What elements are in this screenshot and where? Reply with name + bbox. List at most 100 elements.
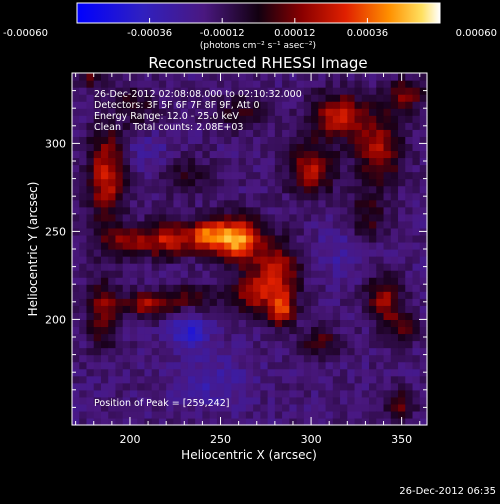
heatmap-cell <box>369 185 377 194</box>
heatmap-cell <box>108 94 117 102</box>
heatmap-cell <box>347 277 356 285</box>
heatmap-cell <box>100 234 109 243</box>
heatmap-cell <box>274 94 283 102</box>
heatmap-cell <box>253 291 261 299</box>
heatmap-cell <box>72 178 80 187</box>
heatmap-cell <box>354 213 363 222</box>
heatmap-cell <box>202 382 211 391</box>
heatmap-cell <box>412 94 421 102</box>
heatmap-cell <box>347 122 356 130</box>
heatmap-cell <box>231 220 240 229</box>
heatmap-cell <box>325 298 334 306</box>
heatmap-cell <box>296 354 305 363</box>
heatmap-cell <box>383 171 392 180</box>
heatmap-cell <box>187 220 196 229</box>
heatmap-cell <box>173 115 182 123</box>
heatmap-cell <box>419 312 428 320</box>
heatmap-cell <box>216 234 225 243</box>
heatmap-cell <box>318 192 327 201</box>
heatmap-cell <box>166 234 175 243</box>
heatmap-cell <box>137 150 146 159</box>
heatmap-cell <box>340 115 348 123</box>
heatmap-cell <box>137 298 146 306</box>
heatmap-cell <box>137 129 146 137</box>
heatmap-cell <box>347 284 356 292</box>
heatmap-cell <box>311 206 319 215</box>
heatmap-cell <box>158 234 167 243</box>
heatmap-cell <box>412 213 421 222</box>
heatmap-cell <box>195 389 203 398</box>
heatmap-cell <box>158 361 167 370</box>
heatmap-cell <box>267 340 276 349</box>
heatmap-cell <box>253 361 261 370</box>
heatmap-cell <box>282 206 290 215</box>
heatmap-cell <box>398 192 406 201</box>
heatmap-cell <box>100 122 109 130</box>
heatmap-cell <box>390 143 399 152</box>
heatmap-cell <box>347 129 356 137</box>
heatmap-cell <box>354 375 363 384</box>
heatmap-cell <box>209 192 218 201</box>
heatmap-cell <box>115 305 124 313</box>
heatmap-cell <box>274 270 283 278</box>
heatmap-cell <box>209 305 218 313</box>
heatmap-cell <box>311 178 319 187</box>
heatmap-cell <box>180 333 189 342</box>
heatmap-cell <box>151 73 160 81</box>
heatmap-cell <box>347 326 356 335</box>
heatmap-cell <box>376 101 385 109</box>
heatmap-cell <box>332 396 341 405</box>
heatmap-cell <box>224 284 232 292</box>
heatmap-cell <box>93 396 102 405</box>
heatmap-cell <box>274 347 283 356</box>
heatmap-cell <box>231 347 240 356</box>
heatmap-cell <box>267 220 276 229</box>
heatmap-cell <box>289 213 298 222</box>
heatmap-cell <box>86 115 95 123</box>
heatmap-cell <box>332 234 341 243</box>
heatmap-cell <box>144 403 153 412</box>
heatmap-cell <box>245 382 254 391</box>
heatmap-cell <box>398 368 406 377</box>
heatmap-cell <box>122 129 131 137</box>
heatmap-cell <box>122 291 131 299</box>
heatmap-cell <box>86 178 95 187</box>
heatmap-cell <box>173 220 182 229</box>
heatmap-cell <box>340 410 348 419</box>
heatmap-cell <box>122 185 131 194</box>
heatmap-cell <box>238 382 247 391</box>
heatmap-cell <box>354 206 363 215</box>
heatmap-cell <box>347 319 356 328</box>
heatmap-cell <box>340 164 348 173</box>
heatmap-cell <box>361 87 370 95</box>
heatmap-cell <box>369 333 377 342</box>
heatmap-cell <box>412 199 421 208</box>
heatmap-cell <box>72 115 80 123</box>
heatmap-cell <box>115 129 124 137</box>
heatmap-cell <box>274 73 283 81</box>
heatmap-cell <box>79 354 88 363</box>
heatmap-cell <box>144 410 153 419</box>
heatmap-cell <box>245 94 254 102</box>
heatmap-cell <box>115 263 124 271</box>
heatmap-cell <box>144 136 153 144</box>
heatmap-cell <box>354 129 363 137</box>
heatmap-cell <box>129 94 138 102</box>
heatmap-cell <box>332 94 341 102</box>
heatmap-cell <box>144 157 153 166</box>
heatmap-cell <box>390 347 399 356</box>
heatmap-cell <box>224 312 232 320</box>
heatmap-cell <box>267 368 276 377</box>
heatmap-cell <box>224 213 232 222</box>
heatmap-cell <box>224 150 232 159</box>
heatmap-cell <box>195 368 203 377</box>
heatmap-cell <box>282 403 290 412</box>
heatmap-cell <box>86 403 95 412</box>
heatmap-cell <box>173 305 182 313</box>
heatmap-cell <box>93 136 102 144</box>
heatmap-cell <box>93 122 102 130</box>
heatmap-cell <box>419 347 428 356</box>
heatmap-cell <box>129 403 138 412</box>
heatmap-cell <box>238 340 247 349</box>
heatmap-cell <box>144 143 153 152</box>
